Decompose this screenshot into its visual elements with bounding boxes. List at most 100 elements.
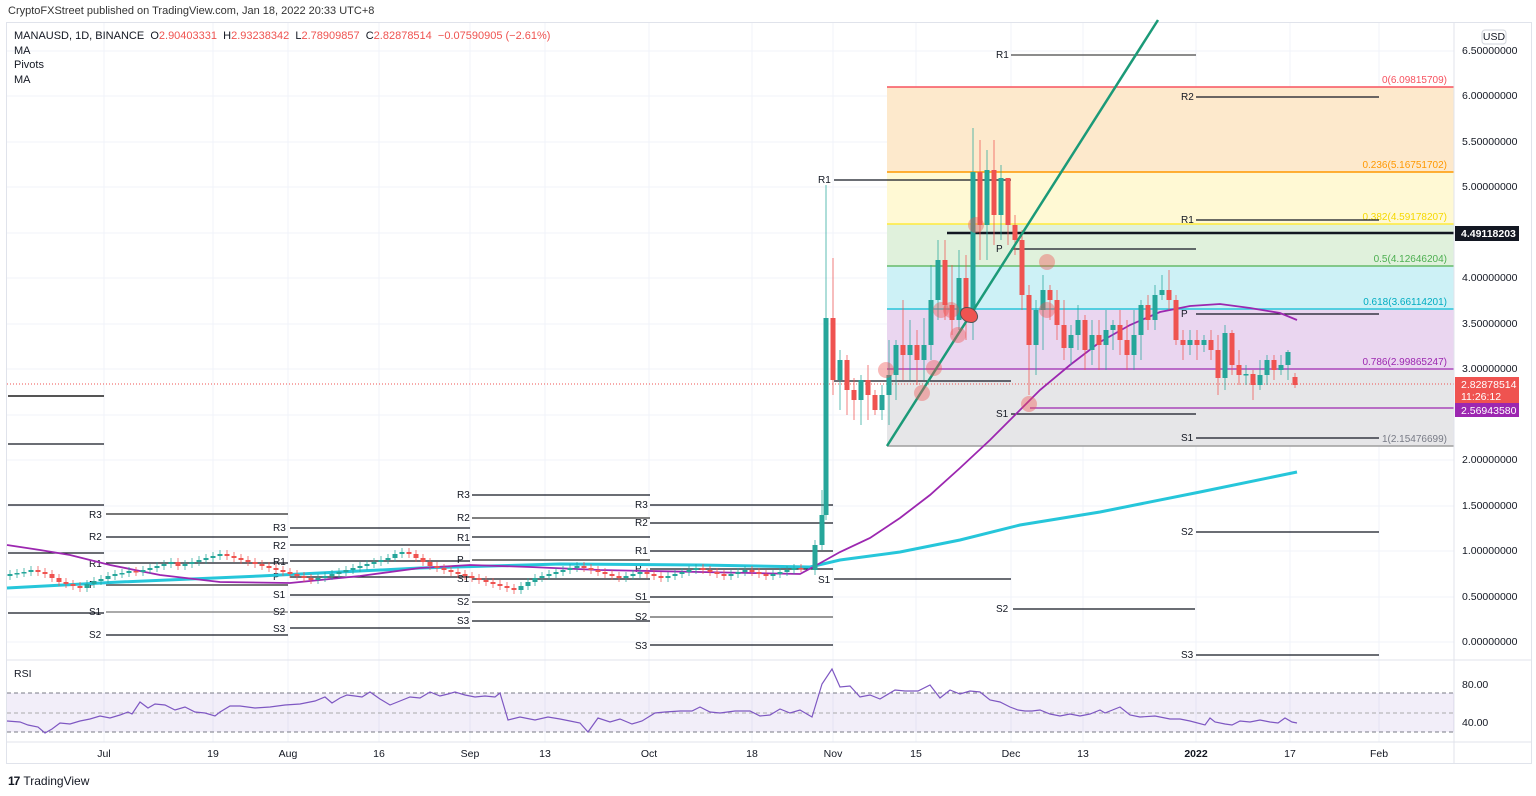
svg-text:18: 18 [746, 748, 758, 760]
rsi-label: RSI [14, 668, 32, 680]
svg-text:0.00000000: 0.00000000 [1462, 636, 1518, 648]
low-label: L [295, 30, 302, 42]
svg-text:R1: R1 [457, 533, 470, 544]
svg-text:Feb: Feb [1370, 748, 1388, 760]
svg-text:R3: R3 [635, 500, 648, 511]
svg-text:S2: S2 [457, 597, 470, 608]
svg-text:P: P [1181, 309, 1188, 320]
svg-text:S2: S2 [273, 607, 286, 618]
svg-text:Oct: Oct [641, 748, 657, 760]
symbol-name[interactable]: MANAUSD, 1D, BINANCE [14, 30, 145, 42]
indicator-pivots[interactable]: Pivots [14, 59, 44, 71]
svg-text:3.50000000: 3.50000000 [1462, 318, 1518, 330]
svg-text:R2: R2 [89, 532, 102, 543]
svg-text:2.56943580: 2.56943580 [1461, 405, 1517, 417]
svg-text:2.82878514: 2.82878514 [1461, 379, 1517, 391]
svg-text:R3: R3 [457, 490, 470, 501]
candlesticks [7, 128, 1298, 594]
svg-text:Dec: Dec [1002, 748, 1021, 760]
fib-label-0236: 0.236(5.16751702) [1362, 160, 1447, 171]
fibonacci-retracement[interactable]: 0(6.09815709) 0.236(5.16751702) 0.382(4.… [887, 75, 1454, 447]
svg-text:4.49118203: 4.49118203 [1461, 228, 1516, 240]
chart-legend: MANAUSD, 1D, BINANCE O2.90403331 H2.9323… [14, 29, 550, 87]
svg-text:P: P [996, 244, 1003, 255]
svg-text:S1: S1 [457, 574, 470, 585]
currency-badge[interactable] [1481, 29, 1507, 45]
svg-text:40.00: 40.00 [1462, 717, 1488, 729]
svg-text:R2: R2 [273, 541, 286, 552]
svg-text:R2: R2 [457, 513, 470, 524]
svg-text:R1: R1 [273, 557, 286, 568]
fib-label-0618: 0.618(3.66114201) [1363, 297, 1447, 308]
svg-text:S3: S3 [635, 641, 648, 652]
svg-text:13: 13 [1077, 748, 1089, 760]
svg-text:3.00000000: 3.00000000 [1462, 363, 1518, 375]
pivot-lines [8, 54, 1379, 656]
highlight-ellipse [959, 306, 979, 324]
svg-text:Jul: Jul [97, 748, 110, 760]
svg-text:11:26:12: 11:26:12 [1461, 391, 1501, 403]
svg-text:13: 13 [539, 748, 551, 760]
tradingview-footer[interactable]: 17 TradingView [8, 774, 89, 788]
currency-label: USD [1483, 31, 1506, 43]
svg-text:1.50000000: 1.50000000 [1462, 500, 1518, 512]
fib-zone-0382-05 [887, 224, 1454, 266]
svg-text:Nov: Nov [824, 748, 843, 760]
price-axis-ticks: 6.50000000 6.00000000 5.50000000 5.00000… [1462, 45, 1518, 648]
svg-text:S3: S3 [1181, 650, 1194, 661]
indicator-ma-2[interactable]: MA [14, 73, 31, 86]
fib-label-05: 0.5(4.12646204) [1374, 254, 1447, 265]
svg-text:S2: S2 [1181, 527, 1194, 538]
svg-text:S3: S3 [457, 616, 470, 627]
fib-label-0382: 0.382(4.59178207) [1362, 212, 1447, 223]
rsi-pane[interactable]: RSI 80.00 40.00 [6, 667, 1488, 734]
svg-text:Aug: Aug [279, 748, 298, 760]
svg-text:R1: R1 [635, 546, 648, 557]
svg-text:R1: R1 [818, 175, 831, 186]
svg-text:4.00000000: 4.00000000 [1462, 272, 1518, 284]
rsi-line [6, 667, 1298, 734]
fib-label-0786: 0.786(2.99865247) [1362, 357, 1447, 368]
svg-text:R1: R1 [996, 50, 1009, 61]
open-value: 2.90403331 [158, 30, 218, 42]
annotation-circles [878, 217, 1055, 412]
fib-zone-05-0618 [887, 266, 1454, 309]
svg-text:P: P [273, 572, 280, 583]
svg-text:S1: S1 [635, 592, 648, 603]
svg-text:5.00000000: 5.00000000 [1462, 181, 1518, 193]
publisher-caption: CryptoFXStreet published on TradingView.… [8, 5, 375, 17]
svg-text:R1: R1 [1181, 215, 1194, 226]
svg-text:17: 17 [1284, 748, 1296, 760]
svg-text:S2: S2 [89, 630, 102, 641]
high-value: 2.93238342 [231, 30, 290, 42]
close-value: 2.82878514 [373, 30, 432, 42]
time-axis: Jul 19 Aug 16 Sep 13 Oct 18 Nov 15 Dec 1… [97, 748, 1388, 760]
fib-label-0: 0(6.09815709) [1382, 75, 1447, 86]
svg-text:R1: R1 [89, 559, 102, 570]
svg-text:19: 19 [207, 748, 219, 760]
svg-text:P: P [635, 564, 642, 575]
last-price-badge [1455, 377, 1519, 404]
ma-price-badge [1455, 403, 1519, 417]
close-label: C [365, 30, 374, 42]
svg-text:6.00000000: 6.00000000 [1462, 90, 1518, 102]
svg-text:R3: R3 [89, 510, 102, 521]
svg-text:P: P [89, 580, 96, 591]
svg-text:S1: S1 [818, 575, 831, 586]
svg-text:Sep: Sep [461, 748, 480, 760]
svg-text:P: P [457, 555, 464, 566]
svg-text:80.00: 80.00 [1462, 679, 1488, 691]
svg-text:16: 16 [373, 748, 385, 760]
trendline[interactable] [885, 19, 1160, 447]
fib-label-1: 1(2.15476699) [1382, 434, 1447, 445]
svg-text:6.50000000: 6.50000000 [1462, 45, 1518, 57]
indicator-ma-1[interactable]: MA [14, 44, 31, 57]
svg-text:5.50000000: 5.50000000 [1462, 136, 1518, 148]
svg-text:R3: R3 [273, 523, 286, 534]
low-value: 2.78909857 [301, 30, 360, 42]
symbol-row: MANAUSD, 1D, BINANCE O2.90403331 H2.9323… [14, 29, 550, 44]
open-label: O [150, 30, 159, 42]
tradingview-logo-icon: 17 [8, 774, 20, 788]
svg-text:R2: R2 [635, 518, 648, 529]
